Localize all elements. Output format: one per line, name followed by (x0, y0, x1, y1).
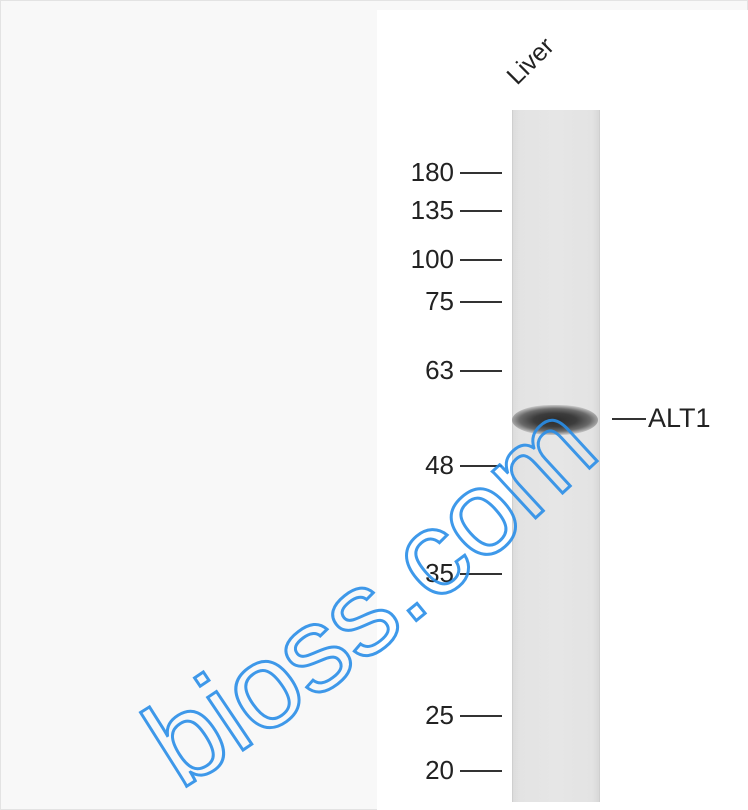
marker-48: 48 (380, 450, 506, 480)
marker-tick (460, 715, 502, 717)
marker-label: 135 (410, 195, 454, 225)
marker-tick (460, 210, 502, 212)
marker-180: 180 (380, 157, 506, 187)
marker-75: 75 (380, 286, 506, 316)
protein-band (512, 405, 598, 435)
marker-100: 100 (380, 244, 506, 274)
marker-tick (460, 573, 502, 575)
marker-25: 25 (380, 700, 506, 730)
marker-135: 135 (380, 195, 506, 225)
marker-label: 63 (425, 355, 454, 385)
target-pointer-line (612, 418, 646, 420)
blot-lane (512, 110, 600, 802)
marker-tick (460, 370, 502, 372)
marker-label: 75 (425, 286, 454, 316)
marker-label: 100 (410, 244, 454, 274)
marker-tick (460, 259, 502, 261)
marker-label: 20 (425, 755, 454, 785)
target-label: ALT1 (648, 403, 711, 433)
marker-tick (460, 172, 502, 174)
marker-label: 48 (425, 450, 454, 480)
marker-20: 20 (380, 755, 506, 785)
target-annotation: ALT1 (612, 400, 748, 436)
marker-tick (460, 770, 502, 772)
marker-label: 25 (425, 700, 454, 730)
marker-tick (460, 301, 502, 303)
marker-63: 63 (380, 355, 506, 385)
marker-35: 35 (380, 558, 506, 588)
marker-label: 180 (410, 157, 454, 187)
marker-label: 35 (425, 558, 454, 588)
marker-tick (460, 465, 502, 467)
